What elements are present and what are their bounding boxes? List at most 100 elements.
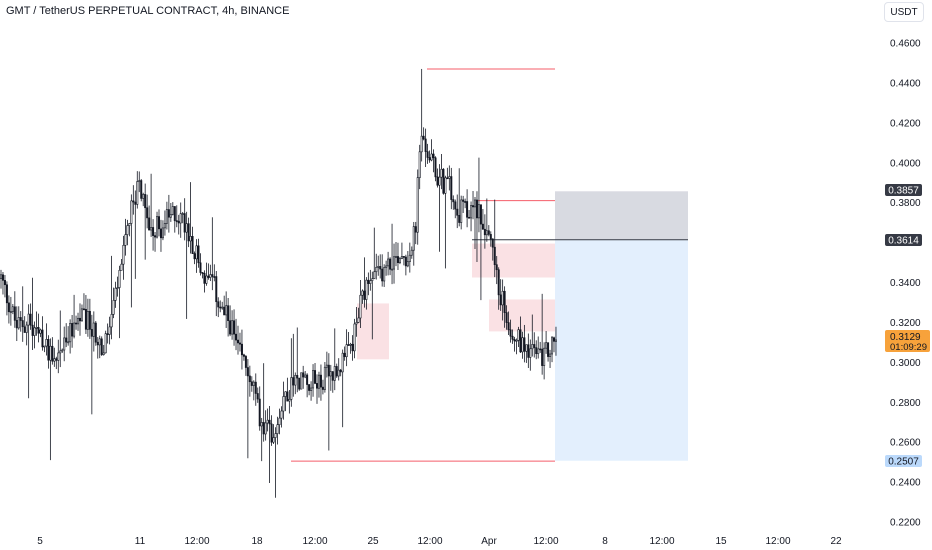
candle — [511, 329, 514, 344]
candle — [158, 209, 161, 237]
badge-upper-text: 0.3857 — [888, 186, 919, 197]
candle — [462, 195, 465, 213]
badge-lower-text: 0.2507 — [888, 457, 919, 468]
candle — [138, 171, 141, 193]
candle — [37, 313, 40, 343]
candle — [298, 377, 301, 391]
candle — [19, 311, 22, 332]
candle — [43, 345, 46, 353]
candle — [509, 319, 512, 343]
candle — [221, 301, 224, 310]
candle — [472, 191, 475, 220]
candle — [365, 277, 368, 310]
candle — [554, 326, 557, 356]
candle — [41, 316, 44, 351]
candle — [543, 342, 546, 380]
candle — [142, 192, 145, 207]
candle — [434, 156, 437, 182]
candle — [529, 339, 532, 371]
candle — [9, 296, 12, 326]
candle — [418, 144, 421, 190]
candle — [75, 315, 78, 330]
candle — [525, 344, 528, 363]
candle — [359, 279, 362, 328]
candle — [513, 336, 516, 352]
candle — [185, 211, 188, 319]
candle — [98, 335, 101, 359]
candle — [104, 330, 107, 354]
candle — [321, 379, 324, 395]
candle — [223, 295, 226, 316]
candle — [80, 304, 83, 322]
candle — [377, 255, 380, 276]
y-tick-label: 0.2600 — [890, 438, 921, 449]
candle — [404, 254, 407, 276]
candle — [371, 271, 374, 340]
candle — [517, 326, 520, 347]
candle — [422, 127, 425, 141]
candle — [489, 231, 492, 247]
candle — [215, 270, 218, 317]
candle — [266, 408, 269, 432]
candle — [341, 349, 344, 428]
candle — [183, 198, 186, 241]
badge-lower — [885, 455, 922, 467]
candle — [552, 336, 555, 353]
candle — [319, 364, 322, 401]
candle — [88, 298, 91, 339]
candle — [310, 381, 313, 401]
candle — [284, 391, 287, 412]
candle — [442, 168, 445, 195]
candles-layer — [0, 68, 557, 498]
candle — [21, 286, 24, 342]
candle — [527, 333, 530, 369]
candle — [237, 325, 240, 355]
candle — [551, 335, 554, 363]
candle — [244, 354, 247, 376]
candle — [15, 306, 18, 342]
candle — [154, 232, 157, 252]
candle — [63, 326, 66, 362]
candle — [323, 362, 326, 393]
candle — [505, 305, 508, 330]
candle — [335, 363, 338, 378]
candle — [146, 194, 149, 229]
candle — [337, 358, 340, 381]
candle — [473, 197, 476, 249]
y-tick-label: 0.2800 — [890, 398, 921, 409]
candle — [503, 286, 506, 328]
candle — [177, 214, 180, 235]
x-tick-label: 11 — [135, 536, 146, 547]
x-tick-label: 22 — [830, 536, 842, 547]
candle — [252, 380, 255, 401]
time-axis[interactable]: 5 11 12:00 18 12:00 25 12:00 Apr 12:00 8 12:00 15 12… — [37, 536, 842, 547]
candle — [410, 246, 413, 259]
y-tick-label: 0.4200 — [890, 118, 921, 129]
candle — [140, 179, 143, 202]
candle — [122, 235, 125, 280]
candle — [533, 332, 536, 358]
candle — [69, 319, 72, 354]
candle — [280, 406, 283, 428]
currency-button[interactable]: USDT — [884, 2, 924, 22]
badge-last-price — [885, 330, 930, 352]
candle — [288, 389, 291, 414]
candle — [260, 417, 263, 462]
candle — [156, 211, 159, 239]
candle — [515, 338, 518, 355]
candle — [23, 316, 26, 333]
candle — [286, 377, 289, 402]
y-tick-label: 0.2200 — [890, 518, 921, 529]
candle — [394, 242, 397, 267]
candle — [116, 276, 119, 297]
candle — [501, 279, 504, 321]
candle — [400, 242, 403, 260]
candle — [193, 251, 196, 265]
candle — [347, 332, 350, 346]
candle — [227, 298, 230, 337]
candle — [402, 256, 405, 266]
candle — [106, 323, 109, 344]
candle — [375, 253, 378, 280]
candle — [11, 304, 14, 315]
